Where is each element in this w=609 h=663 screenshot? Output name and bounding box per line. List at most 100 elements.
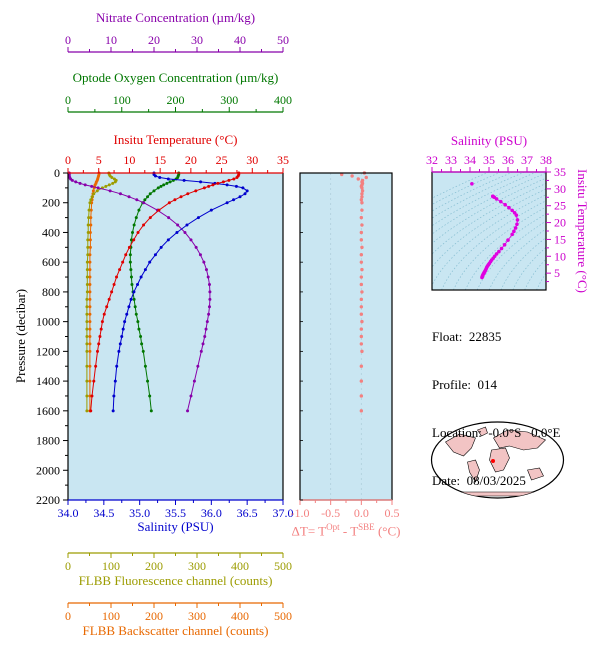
svg-text:0: 0 bbox=[65, 609, 71, 623]
oxygen-axis: 0 100 200 300 400 bbox=[65, 93, 292, 113]
svg-text:5: 5 bbox=[96, 153, 102, 167]
svg-text:36: 36 bbox=[502, 153, 514, 167]
delta-t-axis-label: ΔT= TOpt - TSBE (°C) bbox=[278, 520, 414, 538]
float-info-block: Float: 22835 Profile: 014 Location: -0.0… bbox=[432, 297, 560, 521]
svg-text:100: 100 bbox=[102, 559, 120, 573]
svg-text:10: 10 bbox=[105, 33, 117, 47]
density-contours bbox=[432, 172, 546, 290]
svg-text:35: 35 bbox=[277, 153, 289, 167]
svg-text:400: 400 bbox=[274, 93, 292, 107]
profile-oxygen bbox=[128, 171, 181, 413]
svg-text:800: 800 bbox=[42, 285, 60, 299]
svg-text:600: 600 bbox=[42, 255, 60, 269]
svg-text:5: 5 bbox=[554, 266, 560, 280]
svg-text:35.5: 35.5 bbox=[165, 506, 186, 520]
svg-text:400: 400 bbox=[231, 559, 249, 573]
location-line: Location: -0.0°S 0.0°E bbox=[432, 425, 561, 440]
svg-text:10: 10 bbox=[123, 153, 135, 167]
ts-temperature-axis-title: Insitu Temperature (°C) bbox=[575, 169, 590, 293]
svg-text:2000: 2000 bbox=[36, 463, 60, 477]
svg-text:300: 300 bbox=[188, 559, 206, 573]
svg-text:40: 40 bbox=[234, 33, 246, 47]
svg-text:35: 35 bbox=[554, 165, 566, 179]
svg-text:1600: 1600 bbox=[36, 404, 60, 418]
svg-text:200: 200 bbox=[145, 559, 163, 573]
svg-text:34: 34 bbox=[464, 153, 476, 167]
date-line: Date: 08/03/2025 bbox=[432, 473, 526, 488]
pressure-axis-title: Pressure (decibar) bbox=[13, 288, 28, 384]
svg-text:500: 500 bbox=[274, 559, 292, 573]
svg-text:200: 200 bbox=[167, 93, 185, 107]
main-panel-bg bbox=[68, 173, 283, 500]
delta-t-label-sup-opt: Opt bbox=[326, 522, 340, 532]
svg-text:34.0: 34.0 bbox=[58, 506, 79, 520]
svg-text:25: 25 bbox=[554, 199, 566, 213]
salinity-axis: 34.0 34.5 35.0 35.5 36.0 36.5 37.0 bbox=[58, 499, 294, 520]
svg-text:50: 50 bbox=[277, 33, 289, 47]
float-location-marker bbox=[491, 459, 495, 463]
profile-nitrate bbox=[67, 171, 212, 413]
delta-t-label-part: - T bbox=[339, 523, 359, 539]
temperature-axis: 0 5 10 15 20 25 30 35 bbox=[65, 153, 289, 174]
svg-text:30: 30 bbox=[554, 182, 566, 196]
svg-text:400: 400 bbox=[231, 609, 249, 623]
svg-text:30: 30 bbox=[246, 153, 258, 167]
nitrate-axis-title: Nitrate Concentration (µm/kg) bbox=[95, 10, 256, 25]
svg-text:35.0: 35.0 bbox=[129, 506, 150, 520]
nitrate-axis: 0 10 20 30 40 50 bbox=[65, 33, 289, 53]
svg-text:200: 200 bbox=[42, 196, 60, 210]
svg-text:37: 37 bbox=[521, 153, 533, 167]
svg-text:0: 0 bbox=[65, 153, 71, 167]
svg-text:2200: 2200 bbox=[36, 493, 60, 507]
delta-t-axis: -1.0 -0.5 0.0 0.5 bbox=[291, 499, 400, 520]
svg-text:36.0: 36.0 bbox=[201, 506, 222, 520]
svg-text:20: 20 bbox=[185, 153, 197, 167]
float-id-line: Float: 22835 bbox=[432, 329, 502, 344]
delta-t-label-part: ΔT= T bbox=[291, 523, 327, 539]
oxygen-axis-title: Optode Oxygen Concentration (µm/kg) bbox=[72, 70, 279, 85]
svg-text:0: 0 bbox=[65, 33, 71, 47]
delta-t-label-sup-sbe: SBE bbox=[358, 522, 375, 532]
svg-text:30: 30 bbox=[191, 33, 203, 47]
svg-text:1800: 1800 bbox=[36, 434, 60, 448]
salinity-axis-title: Salinity (PSU) bbox=[137, 519, 214, 534]
svg-text:35: 35 bbox=[483, 153, 495, 167]
profile-salinity bbox=[111, 171, 249, 413]
svg-text:1200: 1200 bbox=[36, 344, 60, 358]
svg-text:0: 0 bbox=[65, 93, 71, 107]
svg-text:20: 20 bbox=[148, 33, 160, 47]
fluorescence-axis-title: FLBB Fluorescence channel (counts) bbox=[78, 573, 273, 588]
svg-text:-0.5: -0.5 bbox=[321, 506, 340, 520]
svg-text:15: 15 bbox=[554, 232, 566, 246]
fluorescence-axis: 0 100 200 300 400 500 bbox=[65, 552, 292, 573]
svg-text:200: 200 bbox=[145, 609, 163, 623]
ts-salinity-axis: 32 33 34 35 36 37 38 bbox=[426, 153, 552, 173]
delta-panel-bg bbox=[300, 173, 392, 500]
svg-text:34.5: 34.5 bbox=[93, 506, 114, 520]
ts-panel-bg bbox=[432, 172, 546, 290]
svg-text:32: 32 bbox=[426, 153, 438, 167]
svg-text:400: 400 bbox=[42, 225, 60, 239]
svg-text:0: 0 bbox=[54, 166, 60, 180]
profile-temperature bbox=[89, 171, 241, 413]
continents bbox=[445, 426, 547, 497]
delta-t-label-part: (°C) bbox=[374, 523, 401, 539]
ts-points bbox=[470, 182, 520, 280]
backscatter-axis-title: FLBB Backscatter channel (counts) bbox=[82, 623, 269, 638]
svg-text:33: 33 bbox=[445, 153, 457, 167]
svg-text:37.0: 37.0 bbox=[273, 506, 294, 520]
ts-salinity-axis-title: Salinity (PSU) bbox=[450, 133, 528, 148]
svg-text:38: 38 bbox=[540, 153, 552, 167]
svg-text:100: 100 bbox=[113, 93, 131, 107]
svg-text:0: 0 bbox=[65, 559, 71, 573]
world-map bbox=[430, 421, 565, 499]
svg-text:10: 10 bbox=[554, 249, 566, 263]
svg-text:0.0: 0.0 bbox=[354, 506, 369, 520]
pressure-axis: 0 200 400 600 800 1000 1200 1400 1600 1800 2000 220… bbox=[36, 166, 303, 507]
delta-t-points bbox=[340, 171, 368, 413]
backscatter-axis: 0 100 200 300 400 500 bbox=[65, 602, 292, 623]
svg-text:-1.0: -1.0 bbox=[291, 506, 310, 520]
temperature-axis-title: Insitu Temperature (°C) bbox=[113, 132, 238, 147]
